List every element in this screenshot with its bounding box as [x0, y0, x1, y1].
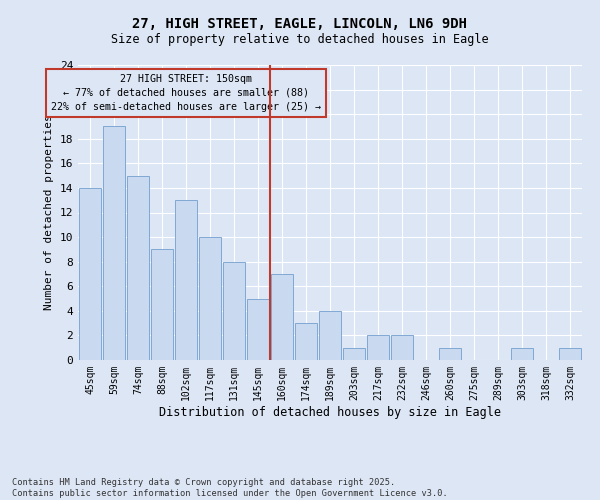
Bar	[199, 237, 221, 360]
Bar	[247, 298, 269, 360]
Text: 27, HIGH STREET, EAGLE, LINCOLN, LN6 9DH: 27, HIGH STREET, EAGLE, LINCOLN, LN6 9DH	[133, 18, 467, 32]
Bar	[511, 348, 533, 360]
Text: 27 HIGH STREET: 150sqm
← 77% of detached houses are smaller (88)
22% of semi-det: 27 HIGH STREET: 150sqm ← 77% of detached…	[52, 74, 322, 112]
Bar	[343, 348, 365, 360]
Bar	[439, 348, 461, 360]
Bar	[391, 336, 413, 360]
Bar	[319, 311, 341, 360]
X-axis label: Distribution of detached houses by size in Eagle: Distribution of detached houses by size …	[159, 406, 501, 418]
Bar	[151, 250, 173, 360]
Text: Contains HM Land Registry data © Crown copyright and database right 2025.
Contai: Contains HM Land Registry data © Crown c…	[12, 478, 448, 498]
Bar	[175, 200, 197, 360]
Bar	[223, 262, 245, 360]
Bar	[79, 188, 101, 360]
Bar	[295, 323, 317, 360]
Bar	[127, 176, 149, 360]
Bar	[271, 274, 293, 360]
Bar	[367, 336, 389, 360]
Text: Size of property relative to detached houses in Eagle: Size of property relative to detached ho…	[111, 32, 489, 46]
Y-axis label: Number of detached properties: Number of detached properties	[44, 114, 54, 310]
Bar	[559, 348, 581, 360]
Bar	[103, 126, 125, 360]
